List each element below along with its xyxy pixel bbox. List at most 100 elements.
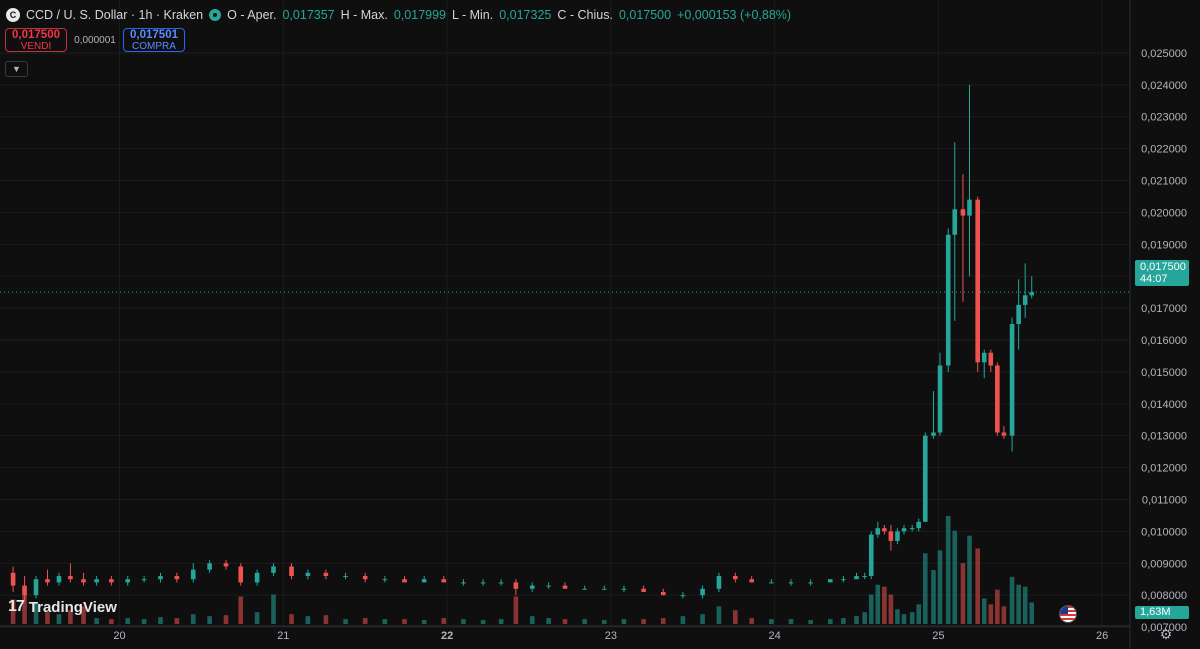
candle-body [81, 579, 86, 583]
high-label: H - Max. [340, 8, 388, 22]
volume-bar [22, 594, 27, 624]
candle-body [1001, 432, 1007, 436]
time-axis-tick-label: 21 [277, 630, 289, 642]
candle-body [10, 572, 16, 586]
tradingview-logo: 17 TradingView [8, 598, 117, 616]
candle-body [498, 582, 504, 584]
low-value: 0,017325 [499, 8, 552, 22]
volume-bar [1016, 584, 1021, 624]
volume-bar [207, 616, 212, 624]
volume-bar [190, 614, 196, 624]
volume-bar [562, 619, 568, 624]
volume-bar [382, 619, 388, 624]
trade-panel: 0,017500 VENDI 0,000001 0,017501 COMPRA [5, 28, 185, 52]
volume-bar [1022, 586, 1028, 624]
volume-label: 1,63M [1135, 606, 1189, 619]
candle-body [305, 572, 311, 577]
candle-body [513, 582, 519, 589]
candle-body [988, 352, 994, 366]
volume-bar [882, 586, 887, 624]
candle-body [882, 528, 887, 532]
volume-bar [700, 614, 705, 624]
volume-bar [461, 619, 466, 624]
volume-bar [582, 619, 587, 624]
candle-body [271, 566, 276, 573]
volume-bar [621, 619, 627, 624]
volume-bar [888, 594, 894, 624]
last-price-value: 0,017500 [1140, 261, 1186, 273]
sell-price: 0,017500 [12, 29, 60, 41]
candle-body [1029, 292, 1035, 296]
candle-body [158, 576, 163, 580]
sell-label: VENDI [20, 41, 52, 52]
price-axis-tick-label: 0,024000 [1141, 80, 1187, 92]
price-axis-tick-label: 0,022000 [1141, 144, 1187, 156]
candle-body [862, 576, 867, 578]
volume-bar [995, 589, 1000, 624]
candle-body [421, 579, 427, 583]
volume-bar [749, 618, 754, 624]
candle-body [854, 576, 859, 580]
candle-body [931, 432, 936, 436]
sell-button[interactable]: 0,017500 VENDI [5, 28, 67, 52]
candle-body [788, 582, 794, 584]
volume-bar [1009, 576, 1015, 624]
volume-bar [323, 615, 329, 624]
candle-body [967, 199, 972, 216]
volume-bar [1001, 606, 1007, 624]
volume-bar [289, 614, 294, 624]
price-axis-tick-label: 0,012000 [1141, 463, 1187, 475]
volume-bar [174, 618, 180, 624]
volume-bar [931, 570, 936, 624]
volume-bar [680, 616, 686, 624]
candle-body [1009, 324, 1015, 436]
symbol-logo-icon[interactable]: C [6, 8, 20, 22]
candle-body [868, 534, 874, 577]
volume-bar [875, 584, 881, 624]
volume-bar [343, 619, 348, 624]
volume-bar [828, 619, 833, 624]
volume-bar [981, 598, 987, 624]
chevron-down-icon[interactable]: ▼ [5, 61, 28, 77]
volume-bar [305, 616, 311, 624]
candle-body [641, 588, 646, 592]
price-axis-tick-label: 0,014000 [1141, 399, 1187, 411]
volume-bar [10, 599, 16, 624]
candle-body [995, 365, 1000, 433]
tradingview-logo-icon: 17 [8, 598, 25, 615]
time-axis-tick-label: 24 [768, 630, 780, 642]
candle-body [343, 576, 348, 578]
visibility-eye-icon[interactable] [209, 9, 222, 21]
last-price-label: 0,017500 44:07 [1135, 260, 1189, 286]
close-value: 0,017500 [618, 8, 672, 22]
candle-body [141, 579, 147, 581]
us-flag-icon[interactable] [1059, 605, 1077, 623]
candle-body [952, 209, 958, 235]
candle-body [441, 579, 447, 583]
buy-button[interactable]: 0,017501 COMPRA [123, 28, 185, 52]
high-value: 0,017999 [393, 8, 446, 22]
candle-body [716, 576, 722, 589]
candle-body [916, 521, 922, 529]
volume-bar [868, 594, 874, 624]
volume-bar [1029, 602, 1035, 624]
time-axis-tick-label: 26 [1096, 630, 1108, 642]
volume-bar [716, 606, 722, 624]
volume-bar [854, 616, 859, 624]
candle-body [33, 579, 39, 596]
candle-body [582, 588, 587, 590]
candle-body [125, 579, 131, 583]
symbol-title[interactable]: CCD / U. S. Dollar · 1h · Kraken [26, 8, 204, 22]
volume-bar [158, 617, 163, 624]
volume-bar [788, 619, 794, 624]
candle-body [190, 569, 196, 580]
change-value: +0,000153 (+0,88%) [677, 8, 792, 22]
volume-bar [529, 616, 535, 624]
volume-bar [769, 619, 774, 624]
volume-bar [271, 594, 276, 624]
candle-body [174, 576, 180, 580]
settings-gear-icon[interactable]: ⚙ [1159, 626, 1173, 642]
volume-bar [141, 619, 147, 624]
candle-body [480, 582, 486, 584]
